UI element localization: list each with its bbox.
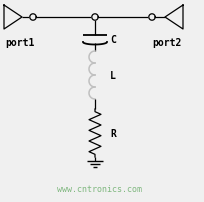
Polygon shape [91, 15, 98, 21]
Text: L: L [110, 71, 115, 81]
Polygon shape [30, 15, 36, 21]
Text: R: R [110, 128, 115, 138]
Polygon shape [148, 15, 154, 21]
Text: port2: port2 [151, 38, 181, 48]
Text: www.cntronics.com: www.cntronics.com [57, 185, 142, 194]
Text: C: C [110, 35, 115, 45]
Text: port1: port1 [5, 38, 34, 48]
